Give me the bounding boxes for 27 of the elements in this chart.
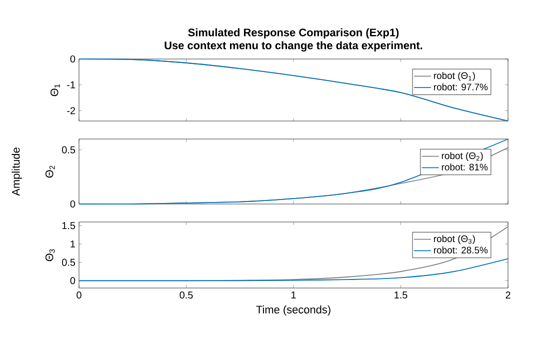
legend-label: robot: 97.7% [434,83,488,90]
legend-label: robot (Θ$_{2}$) [442,152,483,161]
x-tick-label: 0 [76,292,82,299]
x-tick-label: 1.5 [394,292,408,298]
x-tick-label: 0.5 [180,292,193,299]
y-axis-title: Θ$_{3}$ [45,249,55,262]
y-tick-label: 0 [70,277,76,284]
legend-label: robot (Θ$_{1}$) [434,72,475,81]
chart-subtitle: Use context menu to change the data experiment. [164,41,422,52]
y-tick-label: 1 [70,240,76,248]
x-tick-label: 2 [506,292,510,298]
y-tick-label: -1 [67,81,76,88]
legend-label: robot: 28.5% [434,246,488,254]
y-tick-label: 0 [70,200,76,208]
legend-label: robot (Θ$_{3}$) [434,235,475,244]
y-tick-label: 0 [70,55,76,63]
y-tick-label: 1.5 [62,222,76,230]
y-axis-title: Θ$_{1}$ [50,84,60,96]
text: Amplitude [12,148,22,196]
y-tick-label: 0.5 [62,146,76,154]
x-axis-title: Time (seconds) [256,305,330,316]
y-tick-label: 0.5 [62,258,76,266]
y-tick-label: -2 [67,107,75,114]
x-tick-label: 1 [292,292,296,298]
legend-label: robot: 81% [442,163,488,170]
y-axis-title: Θ$_{2}$ [46,166,55,178]
chart-title: Simulated Response Comparison (Exp1) [188,28,399,38]
